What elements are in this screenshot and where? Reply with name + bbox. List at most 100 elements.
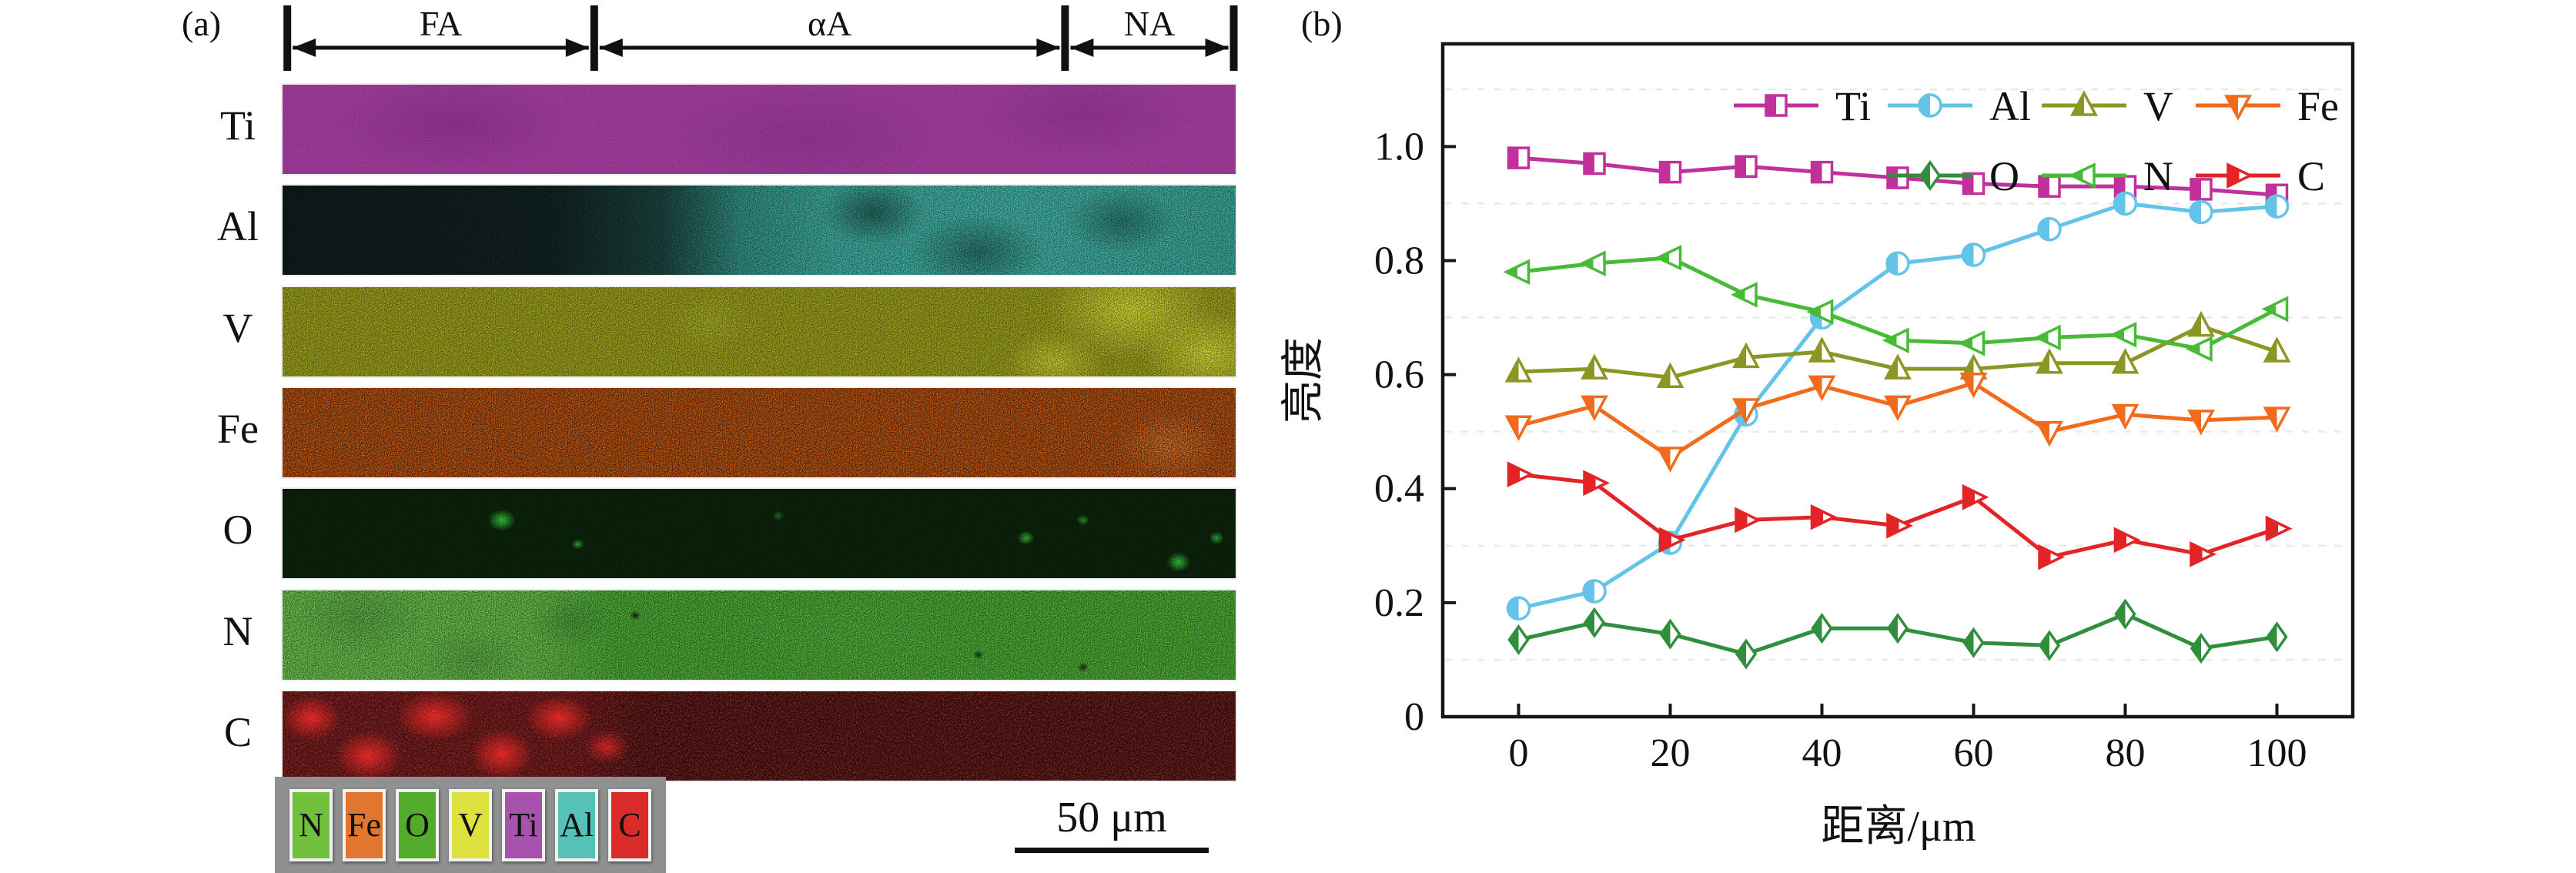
data-marker <box>2111 403 2139 430</box>
strip-label-Ti: Ti <box>219 102 256 149</box>
data-marker <box>1885 251 1910 276</box>
data-marker <box>1507 461 1534 487</box>
data-marker <box>1504 415 1533 441</box>
data-marker <box>1886 513 1914 539</box>
zone-boundary-bar <box>1229 5 1238 71</box>
scale-bar-line <box>1015 848 1209 853</box>
series-line-C <box>1518 472 2278 560</box>
strip-noise-texture <box>283 186 1236 276</box>
strip-label-Fe: Fe <box>217 405 259 452</box>
data-marker <box>1506 596 1531 621</box>
zone-arrowhead-right <box>1205 38 1229 57</box>
data-marker <box>2187 310 2215 337</box>
data-marker <box>1735 638 1758 670</box>
data-marker <box>2266 621 2288 653</box>
zone-arrowhead-left <box>1070 38 1094 57</box>
eds-map-strip-Ti <box>283 85 1236 174</box>
data-marker <box>2264 194 2290 219</box>
series-N <box>1503 244 2289 363</box>
data-marker <box>1582 579 1607 604</box>
data-marker <box>1656 447 1684 473</box>
data-marker <box>1962 484 1989 510</box>
eds-map-strip-Al <box>283 186 1236 276</box>
data-marker <box>2111 348 2139 374</box>
series-line-O <box>1517 612 2277 657</box>
data-marker <box>2189 199 2213 225</box>
panel-b-label: (b) <box>1301 4 1343 43</box>
data-marker <box>1658 160 1682 184</box>
y-tick-label-0: 0 <box>1404 695 1424 739</box>
x-tick-label-100: 100 <box>2247 731 2307 775</box>
data-marker <box>1811 613 1833 644</box>
strip-label-C: C <box>223 708 253 755</box>
data-marker <box>1659 618 1681 650</box>
data-marker <box>2113 175 2137 198</box>
data-marker <box>1730 282 1758 308</box>
data-marker <box>2114 598 2136 630</box>
data-marker <box>2038 630 2061 661</box>
element-chip-V: V <box>449 788 492 861</box>
y-tick-label-0.2: 0.2 <box>1374 581 1424 625</box>
strip-noise-texture <box>283 286 1236 376</box>
strip-noise-texture <box>283 590 1236 680</box>
zone-boundary-bar <box>1061 5 1069 71</box>
data-marker <box>2113 527 2141 554</box>
x-tick-label-60: 60 <box>1954 731 1994 775</box>
data-marker <box>1809 305 1835 330</box>
data-marker <box>1732 342 1760 369</box>
data-marker <box>2187 410 2215 436</box>
legend-label-C: C <box>2297 153 2325 199</box>
data-marker <box>2113 191 2138 216</box>
element-chip-O: O <box>396 788 439 861</box>
data-marker <box>1658 530 1683 555</box>
data-marker <box>2265 183 2289 207</box>
data-marker <box>1961 242 1986 267</box>
element-chip-Ti: Ti <box>502 788 545 861</box>
series-line-Ti <box>1518 156 2277 197</box>
data-marker <box>2038 544 2066 570</box>
data-marker <box>1919 159 1942 192</box>
data-marker <box>1884 353 1912 380</box>
data-marker <box>1583 152 1606 176</box>
strip-label-O: O <box>222 507 253 554</box>
zone-arrowhead-left <box>599 38 623 57</box>
data-marker <box>2037 216 2062 242</box>
legend-entry-N: N <box>2042 153 2173 199</box>
legend-entry-O: O <box>1888 153 2019 199</box>
data-marker <box>1962 172 1986 196</box>
zone-arrowhead-right <box>1036 38 1060 57</box>
data-marker <box>1658 527 1686 554</box>
legend-label-V: V <box>2143 83 2173 129</box>
x-tick-label-20: 20 <box>1651 731 1691 775</box>
y-tick-label-0.6: 0.6 <box>1374 353 1424 397</box>
data-marker <box>2070 90 2098 116</box>
strip-noise-texture <box>283 489 1236 579</box>
legend-label-Al: Al <box>1989 83 2031 129</box>
data-marker <box>2224 95 2252 121</box>
legend-entry-Ti: Ti <box>1734 83 1871 129</box>
eds-map-strip-C <box>283 691 1236 781</box>
data-marker <box>2185 336 2213 363</box>
legend-label-Ti: Ti <box>1835 83 1871 129</box>
series-Ti <box>1507 146 2289 207</box>
data-marker <box>1732 398 1760 424</box>
data-marker <box>2226 162 2254 189</box>
data-marker <box>1886 613 1909 644</box>
x-tick-label-80: 80 <box>2106 731 2146 775</box>
zone-label-FA: FA <box>420 4 462 43</box>
zone-arrowhead-left <box>293 38 316 57</box>
data-marker <box>1578 250 1606 276</box>
data-marker <box>1886 166 1909 189</box>
data-marker <box>2263 336 2291 363</box>
legend-entry-Al: Al <box>1888 83 2031 129</box>
data-marker <box>1583 470 1611 497</box>
data-marker <box>1810 160 1834 184</box>
series-Fe <box>1504 372 2291 473</box>
data-marker <box>2263 406 2291 433</box>
plot-frame <box>1440 42 2355 719</box>
data-marker <box>1808 336 1836 363</box>
x-tick-label-40: 40 <box>1802 731 1842 775</box>
data-marker <box>2261 296 2289 323</box>
data-marker <box>1959 372 1988 399</box>
